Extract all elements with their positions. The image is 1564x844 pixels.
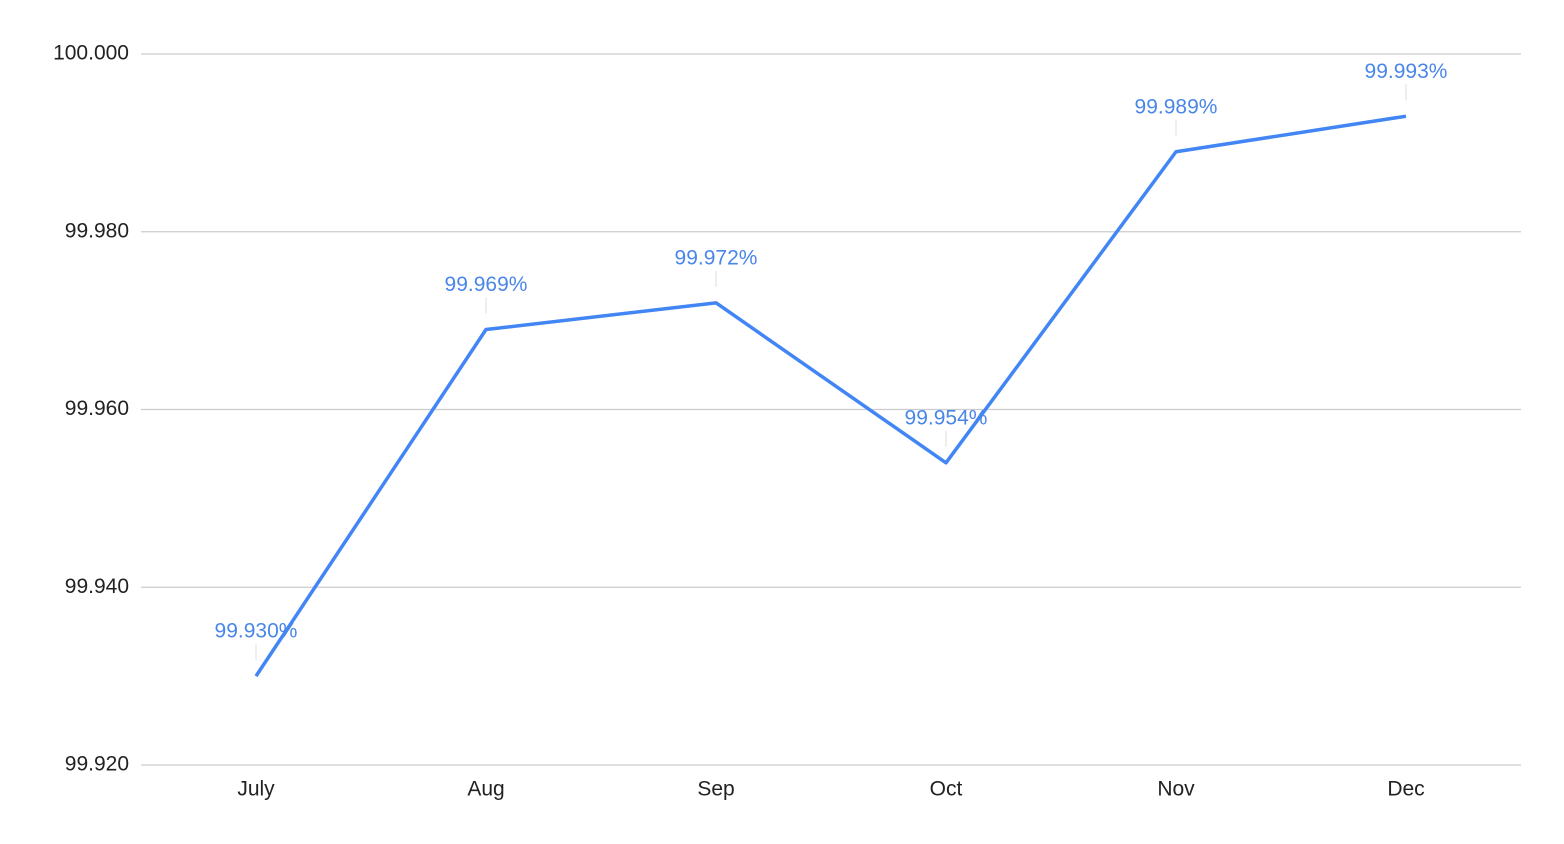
x-tick-label: Dec — [1387, 778, 1424, 801]
data-label: 99.954% — [905, 406, 988, 429]
line-series — [254, 114, 1407, 678]
x-tick-label: Oct — [930, 778, 963, 801]
y-tick-label: 99.980 — [65, 219, 129, 242]
x-tick-label: Sep — [697, 778, 734, 801]
data-label: 99.989% — [1135, 95, 1218, 118]
data-label: 99.969% — [445, 273, 528, 296]
x-tick-label: Nov — [1157, 778, 1195, 801]
data-label: 99.993% — [1365, 60, 1448, 83]
y-tick-label: 99.920 — [65, 753, 129, 776]
y-tick-label: 100.000 — [53, 42, 129, 65]
data-label: 99.972% — [675, 246, 758, 269]
y-tick-label: 99.960 — [65, 397, 129, 420]
y-tick-label: 99.940 — [65, 575, 129, 598]
x-tick-label: Aug — [467, 778, 504, 801]
x-tick-label: July — [237, 778, 275, 801]
data-label: 99.930% — [215, 620, 298, 643]
